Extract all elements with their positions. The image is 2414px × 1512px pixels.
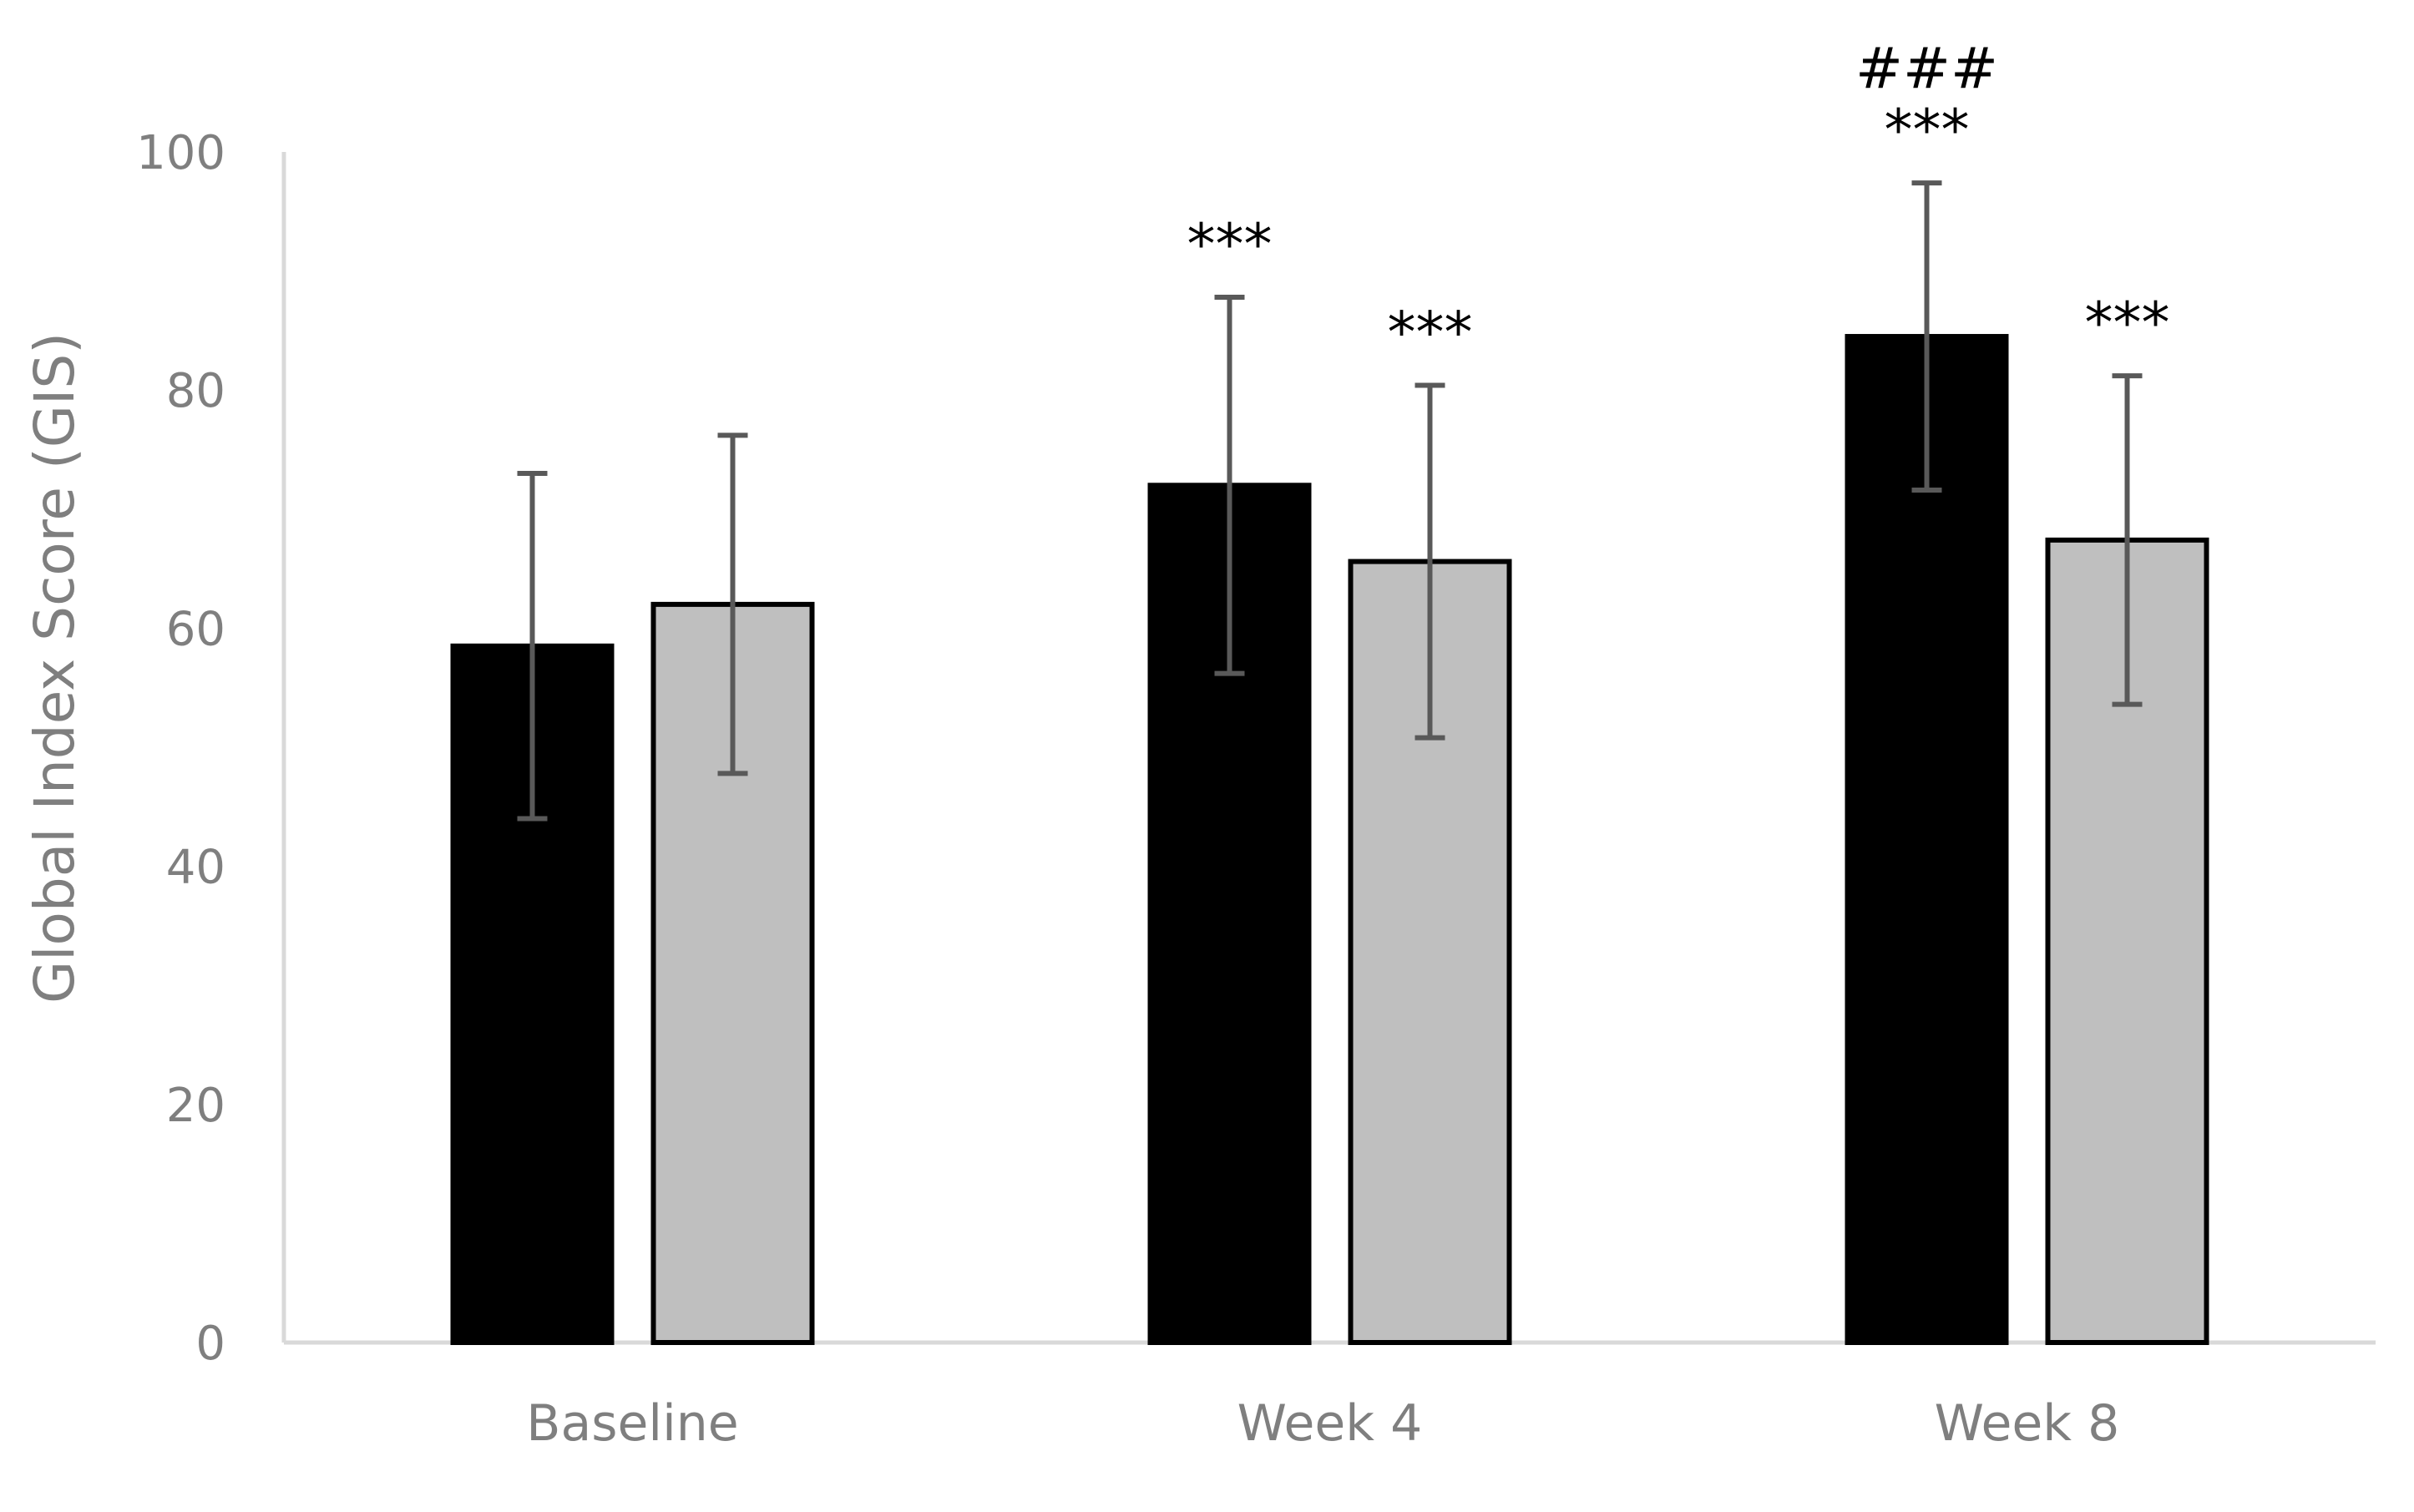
bars xyxy=(450,334,2209,1345)
error-bar xyxy=(1214,294,1245,676)
bar xyxy=(1845,334,2009,1345)
y-tick-label: 0 xyxy=(195,1317,225,1371)
y-tick-label: 60 xyxy=(166,602,225,656)
significance-label: *** xyxy=(1388,300,1473,366)
error-bar xyxy=(717,432,748,776)
significance-label: *** xyxy=(2085,291,2170,357)
significance-label: *** xyxy=(1885,98,1970,164)
error-bar xyxy=(1414,382,1445,741)
error-bar xyxy=(2112,373,2143,707)
y-tick-label: 20 xyxy=(166,1079,225,1133)
significance-label: ### xyxy=(1855,36,1998,102)
x-tick-label: Week 8 xyxy=(1935,1394,2120,1453)
error-bar xyxy=(517,471,548,822)
annotations: ******###****** xyxy=(1187,36,2170,366)
y-tick-label: 100 xyxy=(136,126,225,180)
y-tick-label: 80 xyxy=(166,364,225,418)
x-axis: Baseline Week 4 Week 8 xyxy=(284,1340,2376,1453)
error-bar xyxy=(1911,180,1942,493)
y-axis-title: Global Index Score (GIS) xyxy=(23,332,87,1004)
x-tick-label: Baseline xyxy=(526,1394,738,1453)
y-tick-label: 40 xyxy=(166,841,225,895)
y-axis: 0 20 40 60 80 100 xyxy=(136,126,286,1371)
x-tick-label: Week 4 xyxy=(1237,1394,1423,1453)
significance-label: *** xyxy=(1187,212,1273,278)
error-bars xyxy=(517,180,2143,822)
